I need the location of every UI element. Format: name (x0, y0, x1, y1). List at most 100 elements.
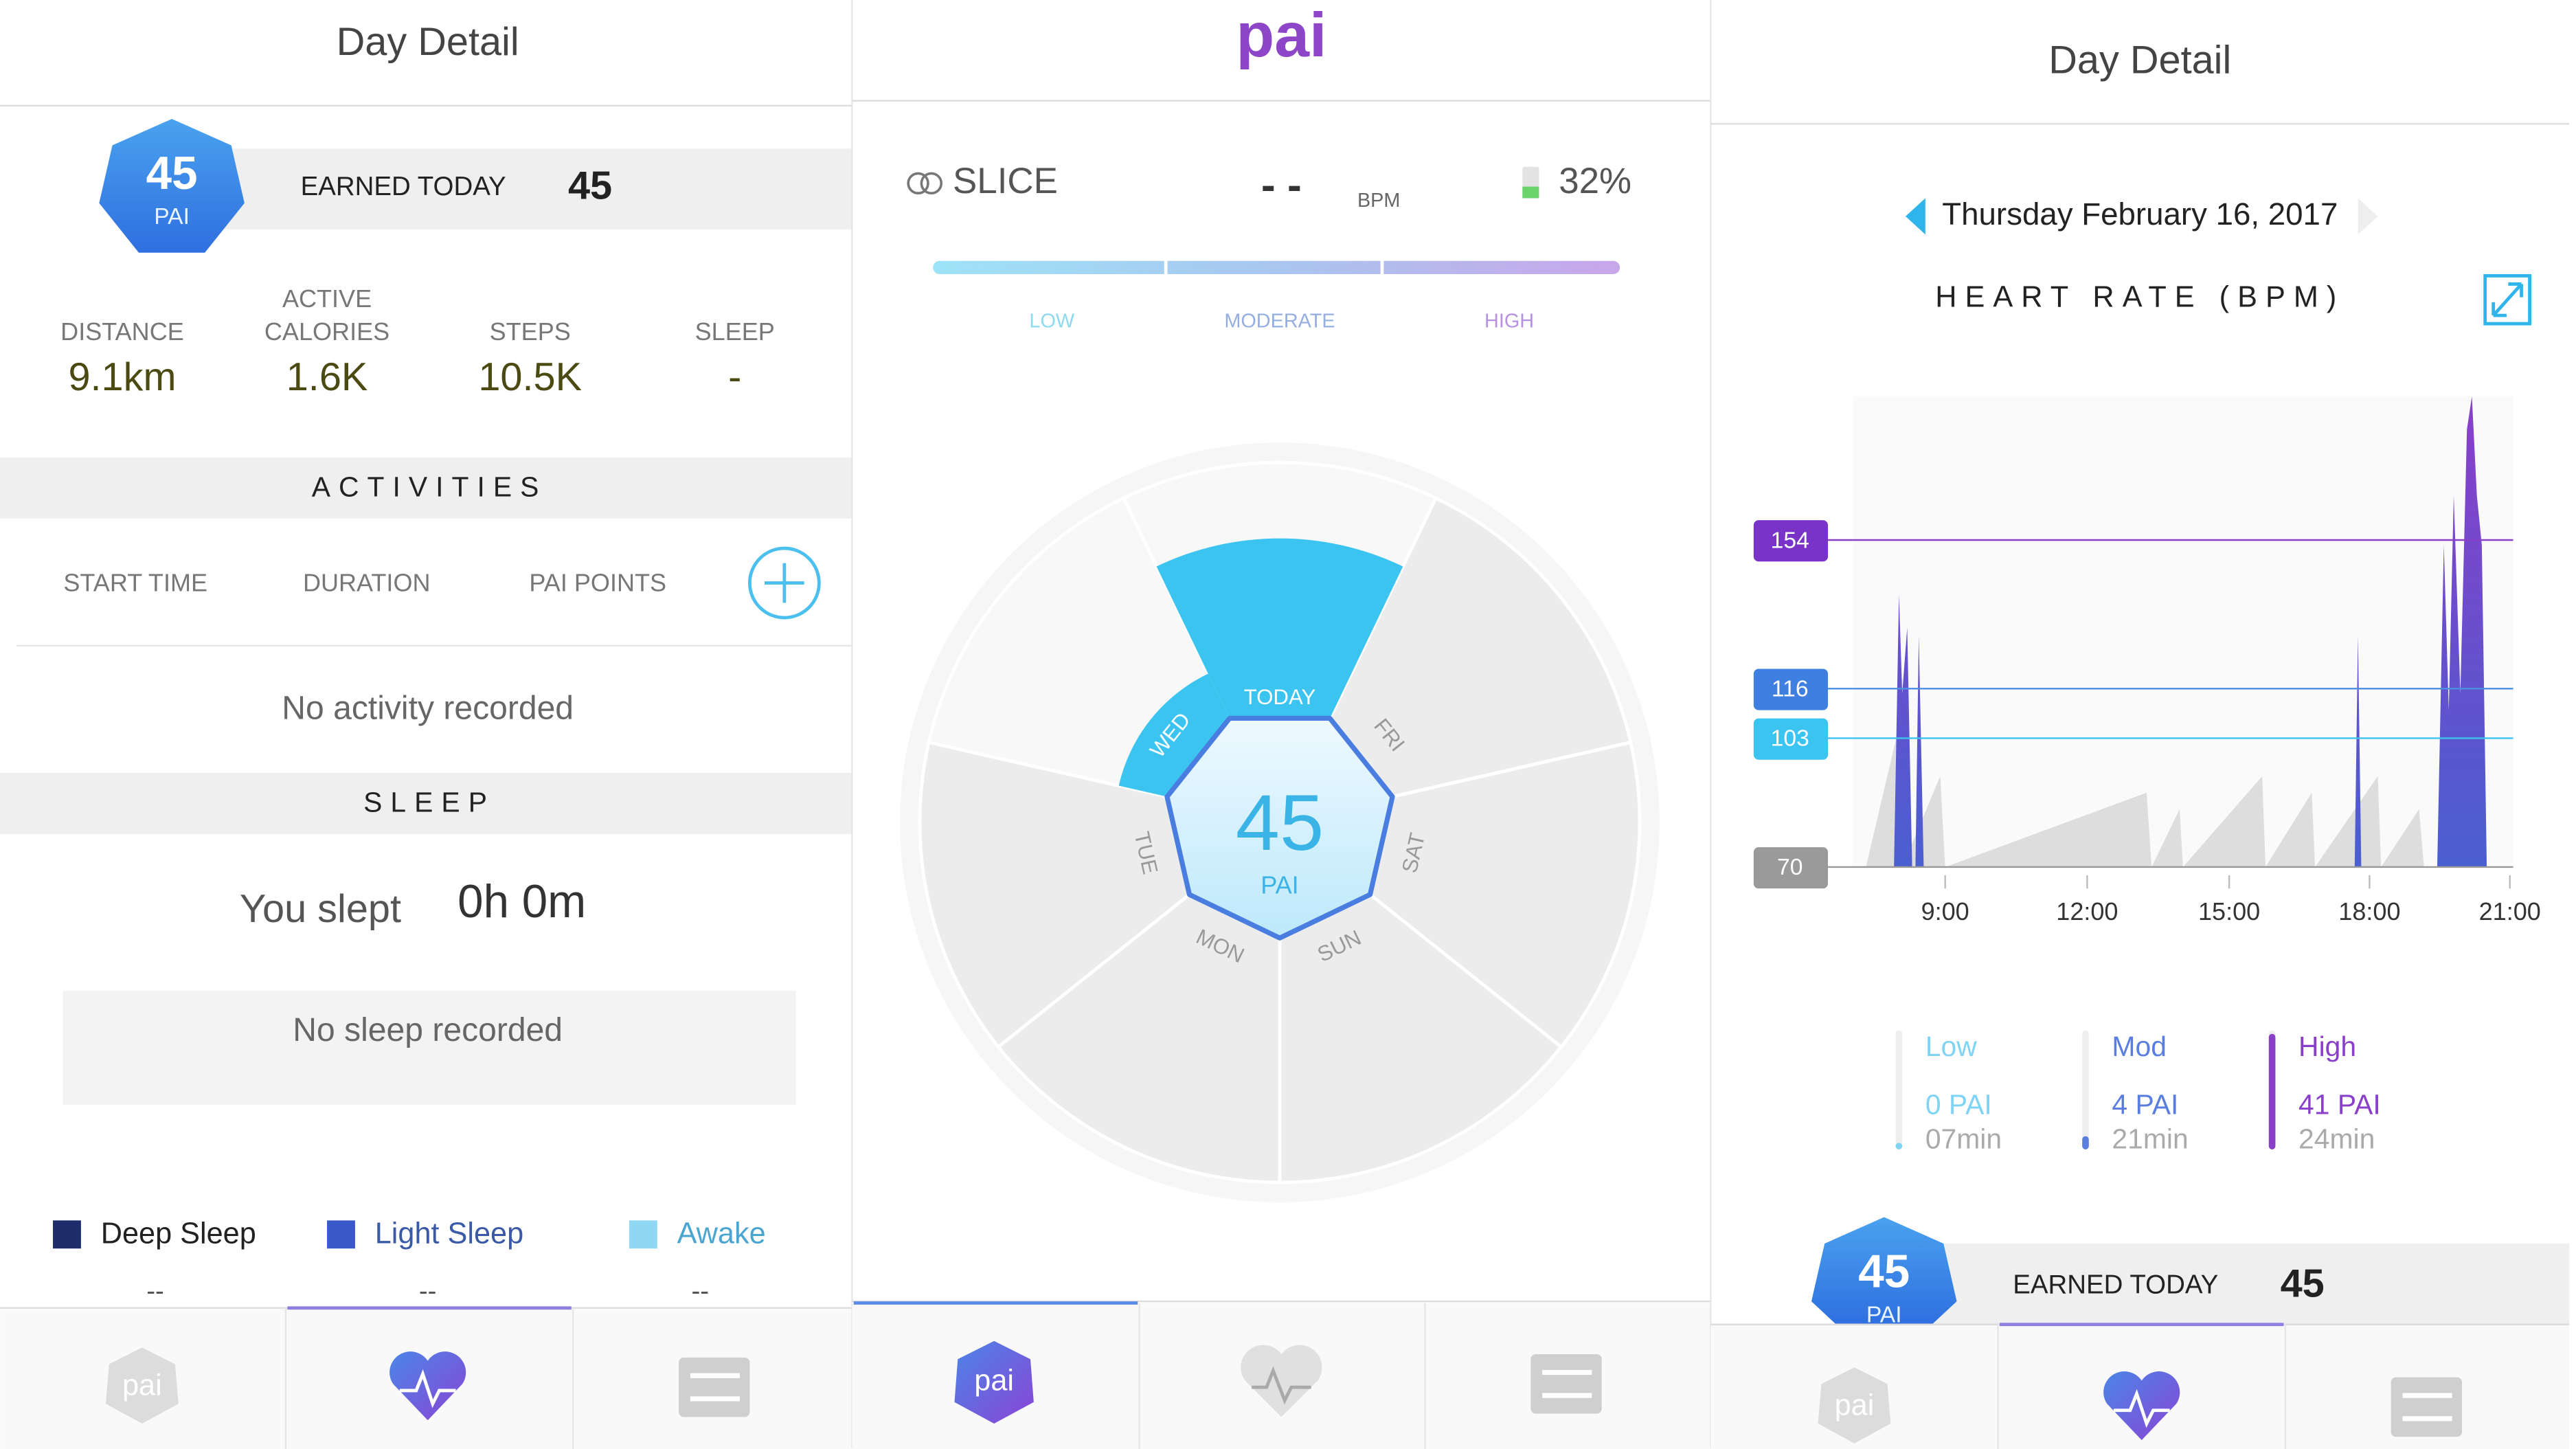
pulse (2113, 1389, 2170, 1428)
x-tick-label: 21:00 (2479, 897, 2541, 925)
zone-time: 21min (2112, 1123, 2188, 1155)
right-panel: Day Detail Thursday February 16, 2017 HE… (1710, 38, 2570, 1449)
empty-message: No sleep recorded (293, 1011, 563, 1048)
nav-pai-icon[interactable] (1818, 1367, 1891, 1444)
next-day[interactable] (2358, 198, 2378, 235)
prev-day[interactable] (1905, 198, 1925, 235)
legend-label: Awake (677, 1217, 766, 1250)
stat-value: - (728, 355, 741, 399)
nav-settings-icon[interactable] (1530, 1354, 1602, 1414)
zone-track (1895, 1030, 1903, 1149)
legend-label: Light Sleep (375, 1217, 523, 1250)
pai-badge (1811, 1217, 1957, 1325)
plot-area (1853, 396, 2513, 867)
legend-swatch (53, 1220, 81, 1249)
section-bar (0, 457, 852, 519)
section-title: SLEEP (363, 786, 495, 818)
earned-bar (1899, 1243, 2570, 1325)
app-logo: pai (1236, 0, 1326, 70)
zone-pai: 4 PAI (2112, 1088, 2178, 1120)
threshold-badge (1753, 669, 1829, 710)
sliders (1542, 1369, 1592, 1398)
stat-value: 9.1km (68, 355, 176, 399)
legend-value: -- (146, 1277, 164, 1306)
column-header: PAI POINTS (529, 568, 666, 596)
zone-bar (933, 260, 1620, 275)
threshold-label: 70 (1777, 855, 1803, 880)
zone-label: MODERATE (1224, 310, 1335, 332)
stat-label: SLEEP (695, 317, 775, 346)
zone-name: Low (1925, 1031, 1977, 1062)
threshold-badge (1753, 847, 1829, 889)
wheel-sector (995, 819, 1282, 1184)
header-title: Day Detail (337, 20, 519, 64)
stat-value: 10.5K (478, 355, 582, 399)
slept-value: 0h 0m (457, 876, 586, 928)
nav-settings-icon[interactable] (679, 1357, 750, 1417)
earned-label: EARNED TODAY (2013, 1270, 2218, 1300)
stat-label: STEPS (490, 317, 571, 346)
zone-pai: 0 PAI (1925, 1088, 1992, 1120)
legend-swatch (327, 1220, 355, 1249)
nav-logo: pai (122, 1369, 162, 1402)
x-tick-label: 9:00 (1921, 897, 1969, 925)
zone-fill (1895, 1143, 1903, 1149)
column-header: START TIME (63, 568, 207, 596)
legend-swatch (629, 1220, 657, 1249)
threshold-label: 103 (1771, 726, 1809, 752)
x-tick-label: 15:00 (2198, 897, 2260, 925)
earned-bar (181, 148, 852, 230)
zone-label: HIGH (1484, 310, 1534, 332)
nav-logo: pai (1835, 1389, 1875, 1422)
stats: DISTANCE 9.1km ACTIVE CALORIES 1.6K STEPS 10.5… (60, 284, 775, 399)
day-label: TODAY (1244, 685, 1316, 709)
middle-panel: pai SLICE - - BPM 32% LOW MODERATE HIGH … (852, 0, 1711, 1449)
center-heptagon (1164, 715, 1395, 941)
earned-label: EARNED TODAY (301, 172, 506, 201)
threshold-badge (1753, 718, 1829, 760)
badge-unit: PAI (154, 204, 190, 229)
pai-value: 45 (1236, 779, 1324, 867)
zone-time: 24min (2298, 1123, 2375, 1155)
stat-label: DISTANCE (60, 317, 184, 346)
zone-fill (2082, 1136, 2089, 1149)
zone-track (2082, 1030, 2089, 1149)
header-title: Day Detail (2048, 38, 2231, 82)
earned-value: 45 (568, 164, 612, 207)
legend-value: -- (691, 1277, 709, 1306)
threshold-label: 154 (1771, 528, 1809, 553)
badge-value: 45 (146, 148, 198, 199)
pai-unit: PAI (1261, 870, 1298, 899)
stat-label: CALORIES (264, 317, 389, 346)
nav-settings-icon[interactable] (2391, 1377, 2463, 1437)
threshold-badge (1753, 520, 1829, 562)
wheel-sector (1276, 495, 1633, 825)
plus-icon (765, 563, 804, 603)
device-icon (920, 172, 943, 195)
section-bar (0, 772, 852, 834)
device-icon (907, 172, 929, 195)
nav-logo: pai (974, 1364, 1014, 1397)
nav-heart-icon[interactable] (1241, 1345, 1322, 1417)
nav-pai-icon[interactable] (105, 1347, 179, 1424)
add-button[interactable] (747, 546, 821, 620)
stat-value: 1.6K (286, 355, 368, 399)
bpm-unit: BPM (1357, 190, 1400, 212)
left-panel: Day Detail 45 PAI EARNED TODAY 45 DISTAN… (0, 20, 852, 1449)
zone-pai: 41 PAI (2298, 1088, 2381, 1120)
pulse (1252, 1366, 1311, 1405)
battery-text: 32% (1559, 161, 1631, 201)
zone-fill (2268, 1033, 2276, 1149)
hr-noise (1866, 726, 2424, 867)
sliders (2402, 1393, 2452, 1422)
date: Thursday February 16, 2017 (1942, 196, 2338, 232)
expand-button[interactable] (2483, 274, 2531, 326)
nav-pai-icon[interactable] (954, 1340, 1034, 1424)
slept-label: You slept (240, 887, 401, 931)
zone-name: Mod (2112, 1031, 2166, 1062)
device-name: SLICE (953, 161, 1058, 201)
chart-title: HEART RATE (BPM) (1935, 280, 2345, 313)
